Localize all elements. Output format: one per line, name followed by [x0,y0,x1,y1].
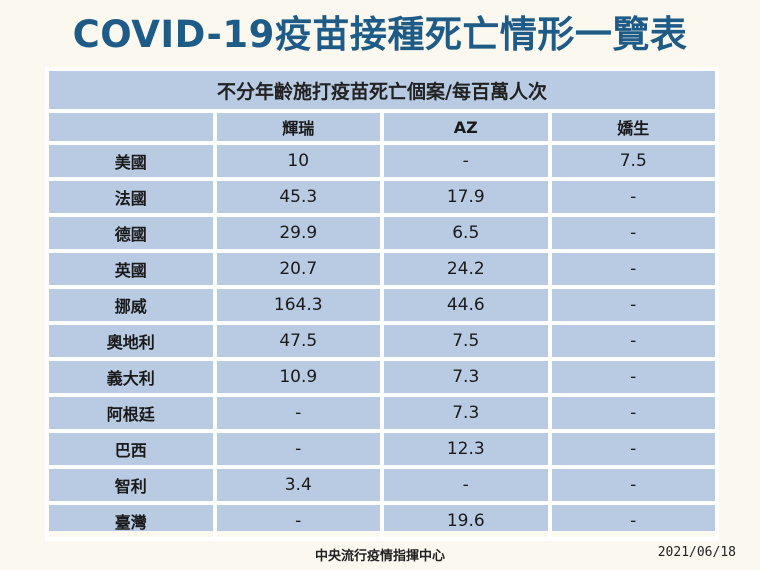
jnj-cell: - [547,393,719,433]
jnj-cell: - [547,285,719,325]
country-cell: 臺灣 [45,501,217,541]
table-row: 德國 29.9 6.5- [45,213,719,253]
page-title: COVID-19疫苗接種死亡情形一覽表 [72,13,688,56]
footer-source: 中央流行疫情指揮中心 [314,549,445,564]
table-row: 巴西 -12.3- [45,429,719,469]
jnj-cell: - [547,249,719,289]
table-caption-row: 不分年齡施打疫苗死亡個案/每百萬人次 [45,67,719,113]
pfizer-cell: 29.9 [212,213,384,253]
jnj-cell: - [547,321,719,361]
table-row: 挪威 164.3 44.6- [45,285,719,325]
pfizer-cell: 45.3 [212,177,384,217]
pfizer-cell: - [212,393,384,433]
table-row: 義大利 10.9 7.3- [45,357,719,397]
death-rate-table-container: 不分年齡施打疫苗死亡個案/每百萬人次 輝瑞 AZ 嬌生 美國 10-7.5 法國 45… [45,67,719,541]
table-row: 法國 45.3 17.9- [45,177,719,217]
table-row: 奧地利 47.5 7.5- [45,321,719,361]
jnj-cell: - [547,357,719,397]
jnj-cell: - [547,177,719,217]
footer-date: 2021/06/18 [657,545,736,560]
column-header-pfizer: 輝瑞 [212,109,384,145]
jnj-cell: - [547,465,719,505]
pfizer-cell: 10 [212,141,384,181]
az-cell: 6.5 [380,213,552,253]
table-row: 臺灣 -19.6- [45,501,719,541]
country-cell: 阿根廷 [45,393,217,433]
jnj-cell: - [547,213,719,253]
az-cell: - [380,141,552,181]
az-cell: - [380,465,552,505]
country-cell: 英國 [45,249,217,289]
pfizer-cell: 47.5 [212,321,384,361]
pfizer-cell: 3.4 [212,465,384,505]
az-cell: 7.3 [380,393,552,433]
az-cell: 12.3 [380,429,552,469]
pfizer-cell: 164.3 [212,285,384,325]
jnj-cell: - [547,429,719,469]
jnj-cell: 7.5 [547,141,719,181]
column-header-jnj: 嬌生 [547,109,719,145]
table-caption: 不分年齡施打疫苗死亡個案/每百萬人次 [45,67,719,113]
az-cell: 17.9 [380,177,552,217]
pfizer-cell: - [212,429,384,469]
jnj-cell: - [547,501,719,541]
country-cell: 奧地利 [45,321,217,361]
pfizer-cell: 20.7 [212,249,384,289]
az-cell: 7.5 [380,321,552,361]
table-row: 阿根廷 -7.3- [45,393,719,433]
az-cell: 19.6 [380,501,552,541]
death-rate-table: 不分年齡施打疫苗死亡個案/每百萬人次 輝瑞 AZ 嬌生 美國 10-7.5 法國 45… [45,67,719,541]
table-header-row: 輝瑞 AZ 嬌生 [45,109,719,145]
country-cell: 智利 [45,465,217,505]
column-header-country [45,109,217,145]
table-row: 英國 20.7 24.2- [45,249,719,289]
pfizer-cell: - [212,501,384,541]
country-cell: 義大利 [45,357,217,397]
country-cell: 法國 [45,177,217,217]
column-header-az: AZ [380,109,552,145]
pfizer-cell: 10.9 [212,357,384,397]
table-row: 智利 3.4- - [45,465,719,505]
az-cell: 44.6 [380,285,552,325]
az-cell: 24.2 [380,249,552,289]
az-cell: 7.3 [380,357,552,397]
table-row: 美國 10-7.5 [45,141,719,181]
country-cell: 美國 [45,141,217,181]
country-cell: 巴西 [45,429,217,469]
country-cell: 挪威 [45,285,217,325]
country-cell: 德國 [45,213,217,253]
